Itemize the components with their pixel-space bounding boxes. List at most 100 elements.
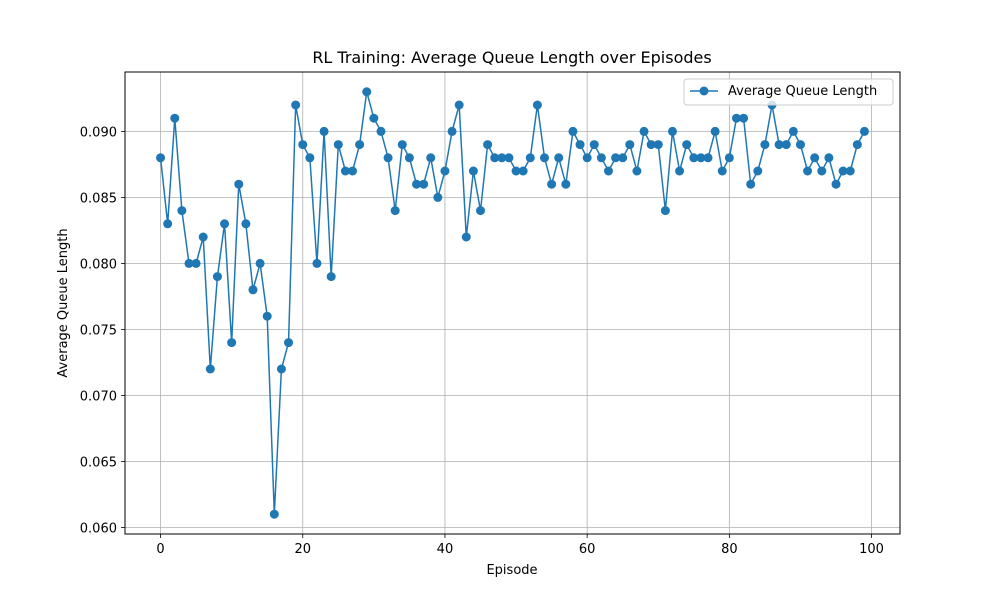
y-tick-label: 0.065 [80, 455, 117, 470]
data-point [497, 153, 507, 163]
data-point [838, 166, 848, 176]
data-point [774, 140, 784, 150]
data-point [703, 153, 713, 163]
data-point [575, 140, 585, 150]
data-point [397, 140, 407, 150]
series-line [159, 91, 866, 515]
y-tick-label: 0.085 [80, 191, 117, 206]
data-point [476, 206, 486, 216]
data-point [724, 153, 734, 163]
data-point [284, 338, 294, 348]
data-point [241, 219, 251, 229]
legend-box [683, 78, 894, 106]
data-point [490, 153, 500, 163]
data-point [212, 272, 222, 282]
x-tick-label: 80 [721, 542, 738, 557]
x-tick-label: 60 [579, 542, 596, 557]
data-point [831, 179, 841, 189]
data-point [376, 126, 386, 136]
data-point [568, 126, 578, 136]
data-point [731, 113, 741, 123]
data-point [276, 364, 286, 374]
x-tick-label: 20 [294, 542, 311, 557]
data-point [689, 153, 699, 163]
data-point [440, 166, 450, 176]
data-point [525, 153, 535, 163]
data-point [646, 140, 656, 150]
data-point [312, 258, 322, 268]
data-point [447, 126, 457, 136]
data-point [632, 166, 642, 176]
data-point [589, 140, 599, 150]
data-point [653, 140, 663, 150]
data-point [717, 166, 727, 176]
data-point [746, 179, 756, 189]
x-tick-label: 40 [437, 542, 454, 557]
data-point [625, 140, 635, 150]
legend-marker-swatch [699, 86, 709, 96]
data-point [333, 140, 343, 150]
data-point [205, 364, 215, 374]
data-point [262, 311, 272, 321]
x-axis-label: Episode [486, 563, 537, 578]
data-point [461, 232, 471, 242]
data-point [170, 113, 180, 123]
data-point [859, 126, 869, 136]
data-point [454, 100, 464, 110]
data-point [739, 113, 749, 123]
data-point [852, 140, 862, 150]
data-point [340, 166, 350, 176]
data-point [305, 153, 315, 163]
data-point [326, 272, 336, 282]
data-point [781, 140, 791, 150]
data-point [511, 166, 521, 176]
x-tick-label: 100 [859, 542, 884, 557]
data-point [803, 166, 813, 176]
data-point [760, 140, 770, 150]
data-point [369, 113, 379, 123]
data-point [817, 166, 827, 176]
data-point [319, 126, 329, 136]
data-point [518, 166, 528, 176]
legend-label: Average Queue Length [728, 84, 877, 99]
data-point [248, 285, 258, 295]
data-point [810, 153, 820, 163]
data-point [412, 179, 422, 189]
data-point [603, 166, 613, 176]
data-point [227, 338, 237, 348]
x-axis-ticks: 0 20 40 60 80 100 [156, 534, 884, 557]
data-point [291, 100, 301, 110]
data-point [845, 166, 855, 176]
data-point [639, 126, 649, 136]
data-point [404, 153, 414, 163]
data-point [362, 87, 372, 97]
data-point [177, 206, 187, 216]
data-point [596, 153, 606, 163]
data-point [753, 166, 763, 176]
y-tick-label: 0.060 [80, 521, 117, 536]
data-point [163, 219, 173, 229]
data-point [348, 166, 358, 176]
data-point [298, 140, 308, 150]
data-point [198, 232, 208, 242]
data-point [184, 258, 194, 268]
data-point [504, 153, 514, 163]
y-tick-label: 0.075 [80, 323, 117, 338]
data-point [156, 153, 166, 163]
grid [125, 72, 900, 534]
chart-title: RL Training: Average Queue Length over E… [312, 48, 711, 67]
data-point [532, 100, 542, 110]
data-point [234, 179, 244, 189]
data-point [611, 153, 621, 163]
data-point [795, 140, 805, 150]
data-point [355, 140, 365, 150]
legend: Average Queue Length [683, 78, 894, 106]
data-point [255, 258, 265, 268]
data-point [696, 153, 706, 163]
y-axis-label: Average Queue Length [56, 228, 71, 377]
data-point [547, 179, 557, 189]
data-point [390, 206, 400, 216]
data-point [191, 258, 201, 268]
y-tick-label: 0.090 [80, 125, 117, 140]
y-tick-label: 0.070 [80, 389, 117, 404]
